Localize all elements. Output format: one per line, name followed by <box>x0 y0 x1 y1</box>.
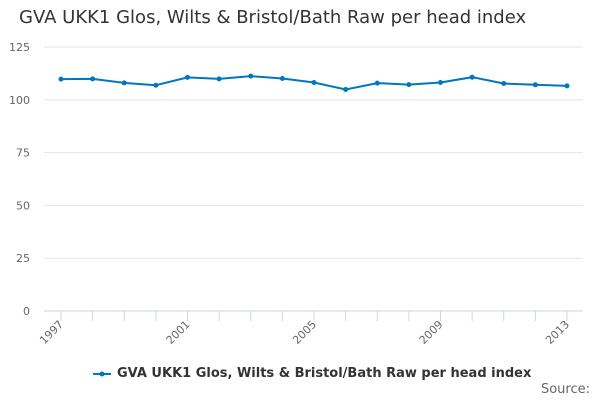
x-tick-label: 2013 <box>543 318 572 347</box>
data-point <box>406 82 412 88</box>
source-label: Source: <box>540 382 590 397</box>
data-point <box>279 75 285 81</box>
data-point <box>121 80 127 86</box>
chart-title: GVA UKK1 Glos, Wilts & Bristol/Bath Raw … <box>19 7 527 28</box>
y-tick-label: 0 <box>23 305 30 318</box>
x-tick-label: 2009 <box>417 318 446 347</box>
data-point <box>374 80 380 86</box>
data-point <box>343 86 349 92</box>
y-tick-label: 75 <box>16 147 30 160</box>
legend-item[interactable]: GVA UKK1 Glos, Wilts & Bristol/Bath Raw … <box>93 366 531 381</box>
legend-label: GVA UKK1 Glos, Wilts & Bristol/Bath Raw … <box>117 366 532 381</box>
y-tick-label: 100 <box>9 94 30 107</box>
data-point <box>311 79 317 85</box>
data-point <box>564 83 570 89</box>
data-point <box>216 76 222 82</box>
x-tick-label: 2001 <box>164 318 193 347</box>
x-tick-label: 1997 <box>37 318 66 347</box>
y-tick-label: 25 <box>16 252 30 265</box>
y-tick-label: 50 <box>16 199 30 212</box>
data-point <box>248 73 254 79</box>
y-tick-label: 125 <box>9 41 30 54</box>
data-point <box>153 82 159 88</box>
x-tick-label: 2005 <box>290 318 319 347</box>
data-point <box>438 79 443 85</box>
data-point <box>90 76 96 82</box>
data-point <box>469 74 475 80</box>
legend-line-icon <box>93 371 111 376</box>
data-point <box>501 81 507 87</box>
data-point <box>185 74 190 80</box>
data-point <box>58 76 64 82</box>
data-point <box>532 82 538 88</box>
